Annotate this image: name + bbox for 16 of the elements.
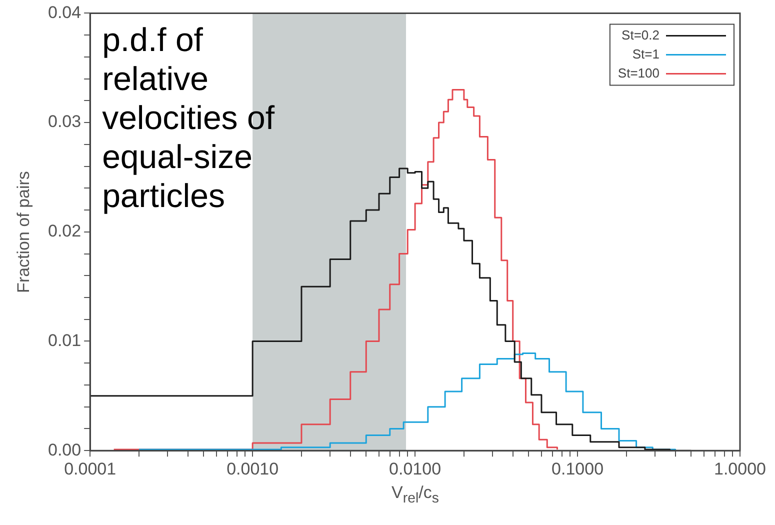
y-tick-label: 0.03 <box>48 112 82 132</box>
y-tick-label: 0.02 <box>48 222 82 241</box>
y-axis-title: Fraction of pairs <box>14 170 34 293</box>
annotation: p.d.f of relative velocities of equal-size particles <box>102 21 276 216</box>
x-tick-label: 0.0100 <box>389 459 442 478</box>
legend-label: St=100 <box>618 65 660 80</box>
y-tick-label: 0.01 <box>48 330 82 350</box>
x-tick-label: 0.0001 <box>64 459 116 478</box>
x-tick-label: 0.0010 <box>226 459 279 478</box>
y-tick-label: 0.00 <box>48 440 82 460</box>
legend-label: St=1 <box>632 46 660 62</box>
y-tick-label: 0.04 <box>48 2 82 22</box>
legend-label: St=0.2 <box>622 27 660 42</box>
x-axis-title: V$_{rel}$/c$_{s}$ <box>392 482 439 506</box>
x-tick-label: 1.0000 <box>714 459 766 478</box>
x-tick-label: 0.1000 <box>552 459 604 478</box>
